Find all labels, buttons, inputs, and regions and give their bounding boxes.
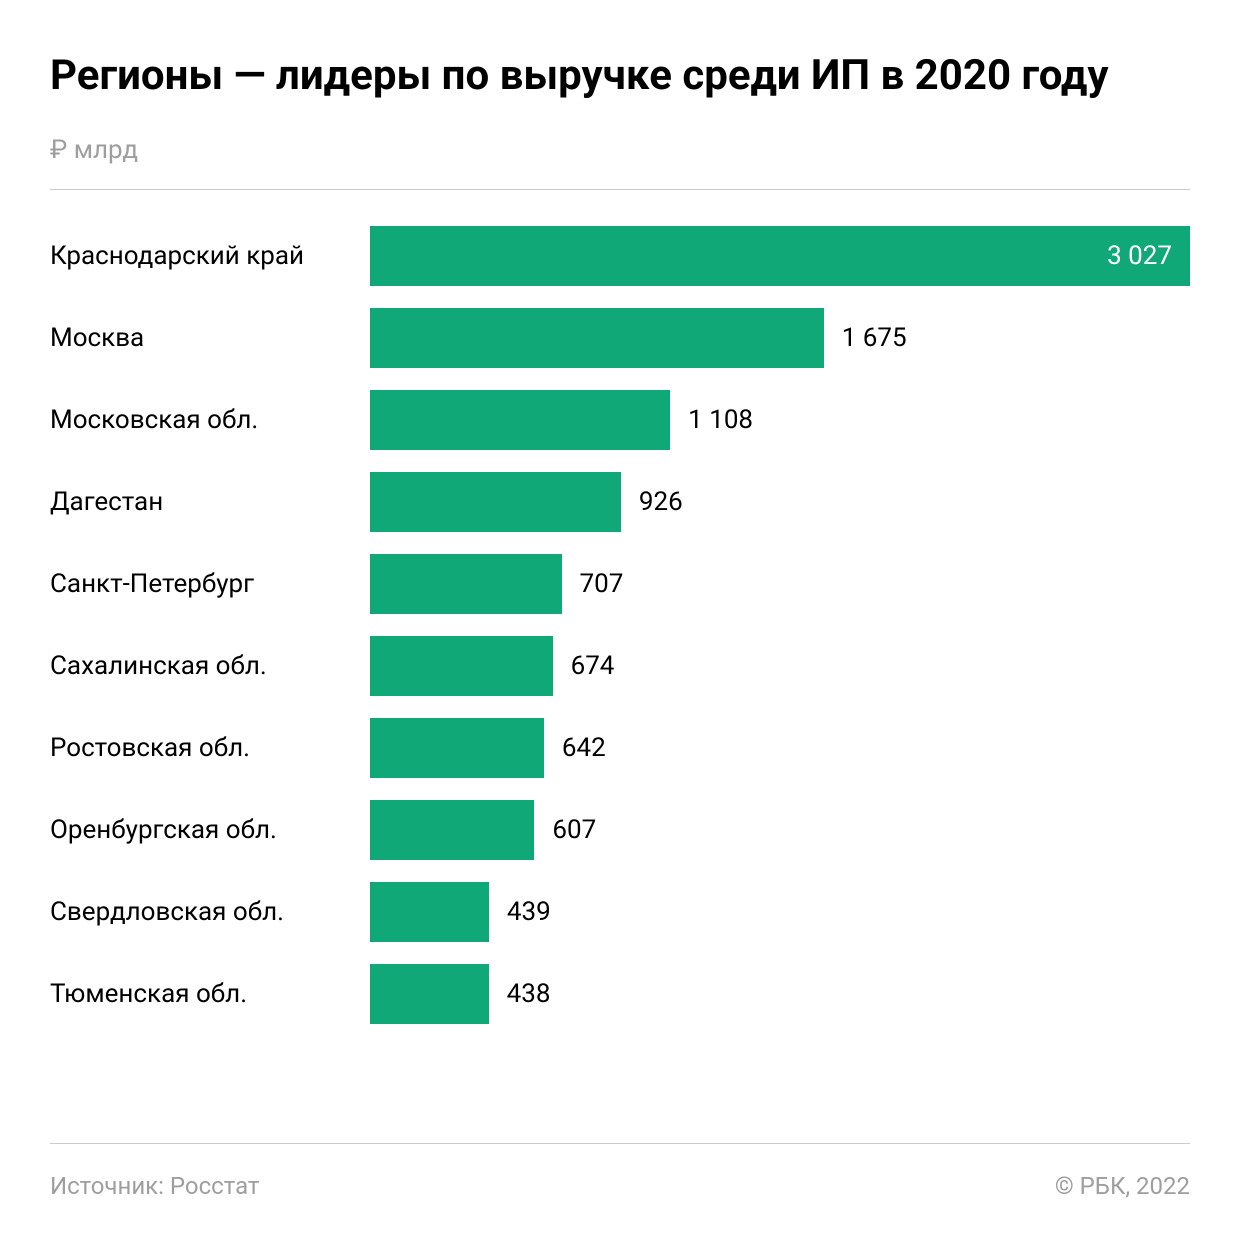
- bar-container: 707: [370, 554, 1190, 614]
- category-label: Москва: [50, 323, 370, 353]
- category-label: Дагестан: [50, 487, 370, 517]
- table-row: Краснодарский край 3 027: [50, 226, 1190, 286]
- bar-value: 439: [507, 897, 551, 927]
- category-label: Сахалинская обл.: [50, 651, 370, 681]
- bar-value: 707: [580, 569, 624, 599]
- table-row: Москва 1 675: [50, 308, 1190, 368]
- divider-bottom: [50, 1143, 1190, 1144]
- bar-value: 607: [552, 815, 596, 845]
- bar: [370, 308, 824, 368]
- table-row: Ростовская обл. 642: [50, 718, 1190, 778]
- bar: [370, 472, 621, 532]
- bar-value: 642: [562, 733, 606, 763]
- bar-container: 642: [370, 718, 1190, 778]
- bar: [370, 390, 670, 450]
- bar-container: 439: [370, 882, 1190, 942]
- bar-value: 438: [507, 979, 551, 1009]
- table-row: Тюменская обл. 438: [50, 964, 1190, 1024]
- copyright-label: © РБК, 2022: [1055, 1172, 1190, 1200]
- bar: 3 027: [370, 226, 1190, 286]
- category-label: Ростовская обл.: [50, 733, 370, 763]
- bar: [370, 882, 489, 942]
- table-row: Свердловская обл. 439: [50, 882, 1190, 942]
- source-label: Источник: Росстат: [50, 1172, 259, 1200]
- bar-container: 1 108: [370, 390, 1190, 450]
- bar-container: 1 675: [370, 308, 1190, 368]
- bar: [370, 964, 489, 1024]
- table-row: Сахалинская обл. 674: [50, 636, 1190, 696]
- bar-value: 1 108: [688, 405, 753, 435]
- bar-container: 3 027: [370, 226, 1190, 286]
- chart-subtitle: ₽ млрд: [50, 135, 1190, 165]
- chart-title: Регионы — лидеры по выручке среди ИП в 2…: [50, 50, 1190, 103]
- table-row: Дагестан 926: [50, 472, 1190, 532]
- bar-container: 438: [370, 964, 1190, 1024]
- category-label: Московская обл.: [50, 405, 370, 435]
- category-label: Краснодарский край: [50, 241, 370, 271]
- divider-top: [50, 189, 1190, 190]
- chart-footer: Источник: Росстат © РБК, 2022: [50, 1172, 1190, 1200]
- category-label: Свердловская обл.: [50, 897, 370, 927]
- table-row: Санкт-Петербург 707: [50, 554, 1190, 614]
- category-label: Тюменская обл.: [50, 979, 370, 1009]
- category-label: Оренбургская обл.: [50, 815, 370, 845]
- bar: [370, 800, 534, 860]
- table-row: Московская обл. 1 108: [50, 390, 1190, 450]
- bar-container: 926: [370, 472, 1190, 532]
- bar-container: 607: [370, 800, 1190, 860]
- table-row: Оренбургская обл. 607: [50, 800, 1190, 860]
- bar-value: 1 675: [842, 323, 907, 353]
- bar: [370, 554, 562, 614]
- bar-value: 926: [639, 487, 683, 517]
- category-label: Санкт-Петербург: [50, 569, 370, 599]
- bar: [370, 718, 544, 778]
- bar: [370, 636, 553, 696]
- bar-value: 674: [571, 651, 615, 681]
- bar-chart: Краснодарский край 3 027 Москва 1 675 Москов…: [50, 226, 1190, 1108]
- bar-value: 3 027: [1107, 241, 1172, 271]
- bar-container: 674: [370, 636, 1190, 696]
